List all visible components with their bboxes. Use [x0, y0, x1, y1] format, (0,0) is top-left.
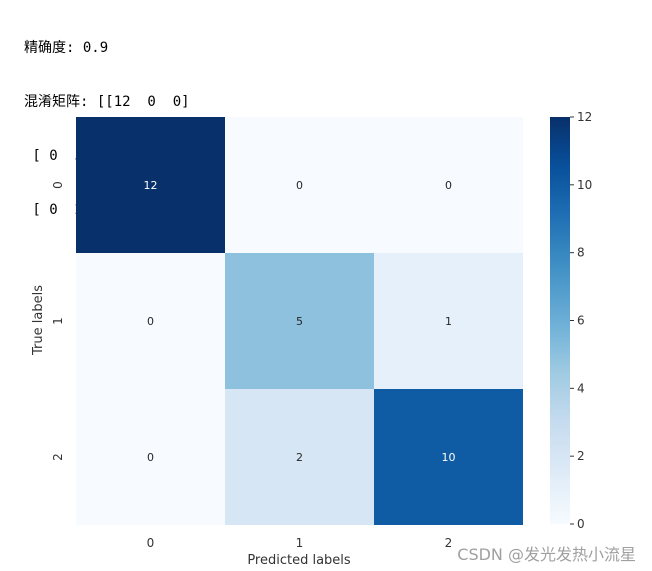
x-tick-label: 2 — [445, 536, 453, 550]
cell-value-label: 0 — [445, 179, 452, 192]
heatmap-cell — [374, 117, 523, 253]
colorbar — [550, 117, 570, 524]
cell-value-label: 10 — [442, 451, 456, 464]
y-tick-label: 1 — [51, 317, 65, 325]
cell-value-label: 0 — [147, 315, 154, 328]
x-tick-label: 0 — [147, 536, 155, 550]
console-line-confusion-matrix: 混淆矩阵: [[12 0 0] — [24, 94, 190, 110]
console-line-accuracy: 精确度: 0.9 — [24, 40, 109, 56]
x-axis-label: Predicted labels — [247, 553, 351, 568]
cell-value-label: 2 — [296, 451, 303, 464]
cell-value-label: 12 — [144, 179, 158, 192]
colorbar-tick-label: 0 — [577, 517, 585, 531]
cell-annotations: 12 0 00 5 10 2 10 — [144, 179, 456, 464]
heatmap-cell — [225, 389, 374, 525]
cell-value-label: 0 — [147, 451, 154, 464]
cell-value-label: 5 — [296, 315, 303, 328]
colorbar-tick-label: 6 — [577, 314, 585, 328]
colorbar-tick-label: 10 — [577, 178, 592, 192]
x-tick-labels: 0 1 2 — [147, 536, 453, 550]
heatmap-cell — [76, 253, 225, 389]
y-axis-label: True labels — [31, 285, 46, 356]
colorbar-ticks: 0 2 4 6 8 10 12 — [570, 110, 592, 531]
y-tick-label: 0 — [51, 181, 65, 189]
cell-value-label: 1 — [445, 315, 452, 328]
colorbar-tick-label: 2 — [577, 449, 585, 463]
x-tick-label: 1 — [296, 536, 304, 550]
heatmap-cell — [225, 117, 374, 253]
heatmap-cells — [76, 117, 523, 525]
heatmap-cell — [76, 117, 225, 253]
heatmap-cell — [374, 253, 523, 389]
y-tick-label: 2 — [51, 453, 65, 461]
colorbar-tick-label: 12 — [577, 110, 592, 124]
cell-value-label: 0 — [296, 179, 303, 192]
heatmap-cell — [76, 389, 225, 525]
watermark: CSDN @发光发热小流星 — [457, 545, 636, 564]
heatmap-cell — [225, 253, 374, 389]
colorbar-tick-label: 4 — [577, 381, 585, 395]
y-tick-labels: 0 1 2 — [51, 181, 65, 461]
colorbar-tick-label: 8 — [577, 246, 585, 260]
heatmap-cell — [374, 389, 523, 525]
